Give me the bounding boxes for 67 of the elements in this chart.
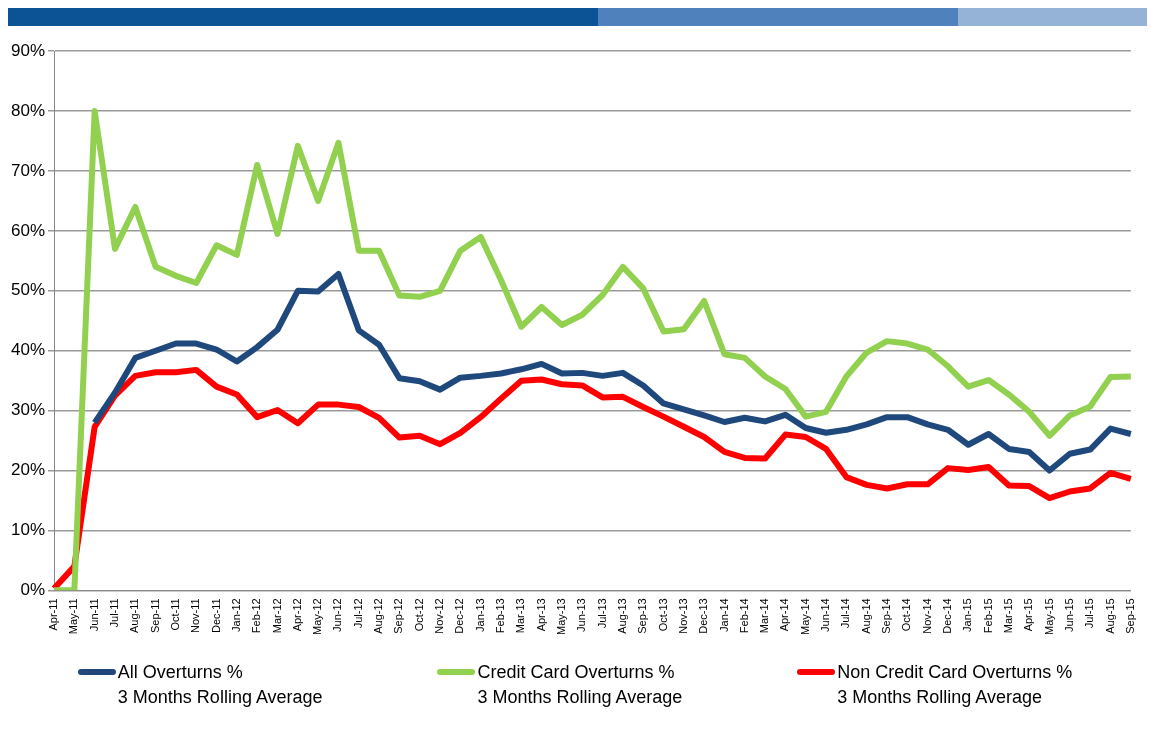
x-tick-label: Nov-11: [189, 598, 202, 633]
x-tick-label: May-15: [1042, 598, 1055, 636]
x-tick-label: May-12: [311, 598, 324, 636]
x-tick-label: Jul-12: [351, 598, 364, 629]
legend-label: All Overturns % 3 Months Rolling Average: [117, 661, 323, 709]
x-tick-label: Apr-11: [47, 598, 60, 631]
x-tick-label: Jul-15: [1083, 598, 1096, 629]
x-tick-label: Feb-13: [494, 598, 507, 634]
x-tick-label: May-14: [798, 598, 811, 636]
x-tick-label: Mar-12: [270, 598, 283, 634]
x-tick-label: Sep-15: [1123, 598, 1136, 634]
y-tick-label: 60%: [10, 220, 46, 240]
x-tick-label: Jun-11: [87, 598, 100, 632]
x-tick-label: Jan-12: [229, 598, 242, 632]
x-tick-label: Dec-14: [940, 598, 953, 634]
legend-label: Credit Card Overturns % 3 Months Rolling Average: [477, 661, 683, 709]
x-tick-label: Mar-14: [758, 598, 771, 634]
x-tick-label: Sep-14: [880, 598, 893, 634]
x-tick-label: Apr-12: [290, 598, 303, 632]
y-tick-label: 0%: [20, 580, 46, 600]
x-tick-label: Dec-12: [453, 598, 466, 634]
x-tick-label: Aug-14: [859, 598, 872, 634]
x-tick-label: Mar-13: [514, 598, 527, 634]
x-tick-label: Nov-14: [920, 598, 933, 634]
x-tick-label: Jun-12: [331, 598, 344, 632]
x-tick-label: Aug-11: [128, 598, 141, 633]
x-tick-label: Feb-15: [981, 598, 994, 634]
x-tick-label: Dec-11: [209, 598, 222, 633]
x-tick-label: Jan-13: [473, 598, 486, 632]
x-tick-label: Jan-14: [717, 598, 730, 632]
x-tick-label: Jul-13: [595, 598, 608, 629]
y-tick-label: 10%: [10, 520, 46, 540]
y-tick-label: 70%: [10, 160, 46, 180]
x-tick-label: Jun-15: [1062, 598, 1075, 632]
x-tick-label: Jan-15: [961, 598, 974, 632]
x-tick-label: Sep-11: [148, 598, 161, 633]
x-tick-label: Oct-14: [900, 598, 913, 632]
x-tick-label: Dec-13: [697, 598, 710, 634]
x-tick-label: Feb-12: [250, 598, 263, 634]
x-tick-label: Oct-13: [656, 598, 669, 632]
x-tick-label: Sep-13: [636, 598, 649, 634]
y-tick-label: 80%: [10, 100, 46, 120]
y-tick-label: 20%: [10, 460, 46, 480]
x-tick-label: Jun-13: [575, 598, 588, 632]
x-tick-label: Aug-13: [615, 598, 628, 634]
x-tick-label: Jun-14: [819, 598, 832, 632]
x-tick-label: Mar-15: [1001, 598, 1014, 634]
x-tick-label: Oct-11: [168, 598, 181, 631]
x-tick-label: Oct-12: [412, 598, 425, 632]
legend-label: Non Credit Card Overturns % 3 Months Rolling Average: [837, 661, 1073, 709]
x-tick-label: Sep-12: [392, 598, 405, 634]
y-tick-label: 50%: [10, 280, 46, 300]
y-tick-label: 90%: [10, 40, 46, 60]
x-tick-label: Jul-14: [839, 598, 852, 629]
x-tick-label: Apr-15: [1022, 598, 1035, 632]
y-tick-label: 30%: [10, 400, 46, 420]
x-tick-label: Aug-15: [1103, 598, 1116, 634]
x-tick-label: Nov-13: [676, 598, 689, 634]
x-tick-label: Apr-14: [778, 598, 791, 632]
x-tick-label: May-11: [67, 598, 80, 635]
x-tick-label: Nov-12: [433, 598, 446, 634]
x-tick-label: Apr-13: [534, 598, 547, 632]
x-tick-label: Jul-11: [108, 598, 121, 628]
x-tick-label: Feb-14: [737, 598, 750, 634]
x-tick-label: May-13: [554, 598, 567, 636]
x-tick-label: Aug-12: [372, 598, 385, 634]
y-tick-label: 40%: [10, 340, 46, 360]
